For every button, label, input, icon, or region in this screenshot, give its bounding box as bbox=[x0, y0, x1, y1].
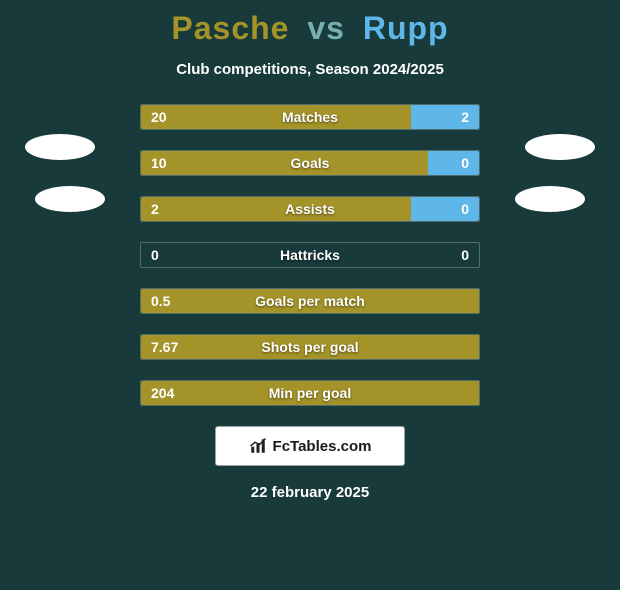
player2-club-avatar bbox=[515, 186, 585, 212]
stat-label: Goals per match bbox=[141, 289, 479, 313]
title-player2: Rupp bbox=[363, 10, 449, 46]
title-player1: Pasche bbox=[171, 10, 289, 46]
watermark-text: FcTables.com bbox=[273, 438, 372, 455]
stat-label: Assists bbox=[141, 197, 479, 221]
stat-row: 100Goals bbox=[140, 150, 480, 176]
stat-label: Shots per goal bbox=[141, 335, 479, 359]
player1-club-avatar bbox=[35, 186, 105, 212]
stats-container: 202Matches 100Goals 20Assists 00Hattricks 0.… bbox=[140, 104, 480, 406]
stat-label: Hattricks bbox=[141, 243, 479, 267]
stat-label: Goals bbox=[141, 151, 479, 175]
page-title: Pasche vs Rupp bbox=[0, 10, 620, 47]
bar-chart-icon bbox=[249, 437, 267, 455]
stat-row: 00Hattricks bbox=[140, 242, 480, 268]
stat-row: 7.67Shots per goal bbox=[140, 334, 480, 360]
title-vs: vs bbox=[307, 10, 345, 46]
stat-label: Min per goal bbox=[141, 381, 479, 405]
stat-row: 202Matches bbox=[140, 104, 480, 130]
player1-avatar bbox=[25, 134, 95, 160]
stat-row: 20Assists bbox=[140, 196, 480, 222]
date-label: 22 february 2025 bbox=[0, 484, 620, 501]
player2-avatar bbox=[525, 134, 595, 160]
subtitle: Club competitions, Season 2024/2025 bbox=[0, 61, 620, 78]
watermark[interactable]: FcTables.com bbox=[215, 426, 405, 466]
stat-label: Matches bbox=[141, 105, 479, 129]
stat-row: 204Min per goal bbox=[140, 380, 480, 406]
stat-row: 0.5Goals per match bbox=[140, 288, 480, 314]
